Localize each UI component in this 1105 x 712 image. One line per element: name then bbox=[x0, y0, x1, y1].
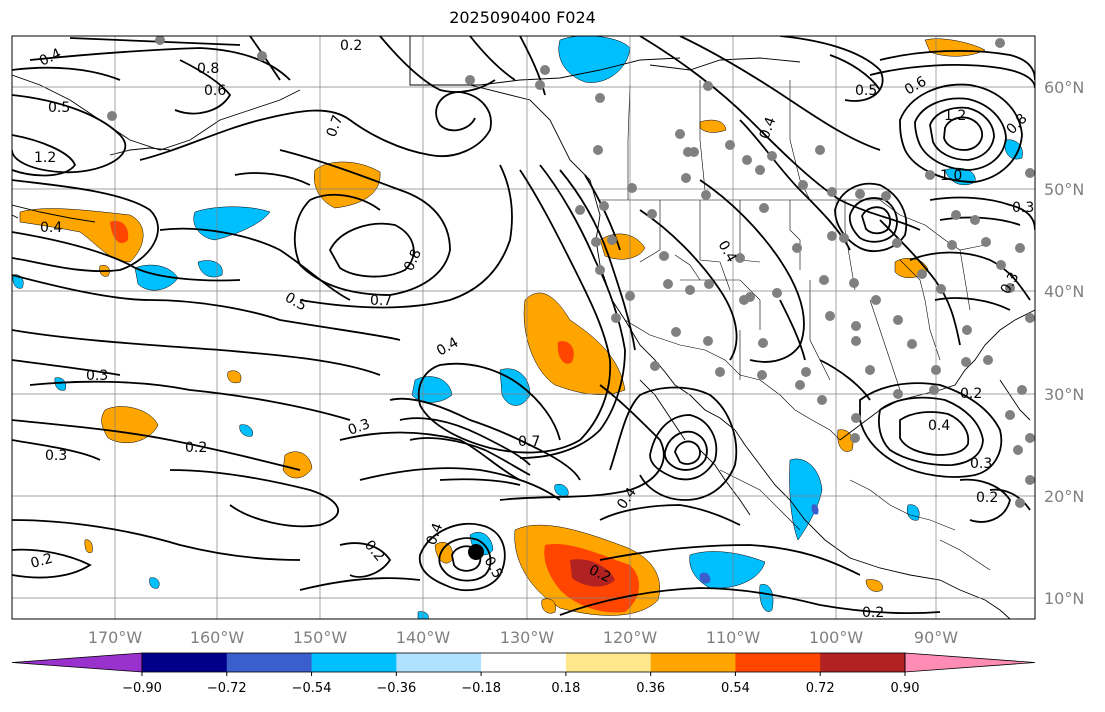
lat-label: 10°N bbox=[1044, 589, 1084, 608]
lon-label: 170°W bbox=[88, 628, 143, 647]
lon-label: 140°W bbox=[396, 628, 451, 647]
contour-label: 0.3 bbox=[346, 416, 372, 439]
strong-negative-anomaly-areas bbox=[699, 504, 819, 584]
colorbar-tick-label: −0.18 bbox=[461, 681, 501, 696]
colorbar bbox=[11, 652, 1036, 676]
colorbar-tick-label: 0.36 bbox=[636, 681, 665, 696]
contour-label: 0.2 bbox=[340, 38, 362, 54]
contour-label: 0.4 bbox=[928, 418, 950, 434]
storm-center-marker bbox=[468, 544, 484, 560]
colorbar-segment bbox=[735, 653, 821, 672]
chart-title: 2025090400 F024 bbox=[449, 8, 596, 27]
lat-label: 50°N bbox=[1044, 180, 1084, 199]
latitude-labels: 60°N 50°N 40°N 30°N 20°N 10°N bbox=[1044, 78, 1084, 608]
lat-label: 20°N bbox=[1044, 487, 1084, 506]
lon-label: 90°W bbox=[914, 628, 958, 647]
contour-label: 0.3 bbox=[45, 448, 67, 464]
very-strong-anomaly-areas bbox=[570, 559, 615, 587]
colorbar-tick-labels: −0.90 −0.72 −0.54 −0.36 −0.18 0.18 0.36 0.54 0.7… bbox=[122, 681, 919, 696]
lat-label: 30°N bbox=[1044, 385, 1084, 404]
contour-label: 1.0 bbox=[940, 168, 962, 184]
contour-label: 1.2 bbox=[944, 108, 966, 124]
contour-label: 0.2 bbox=[862, 605, 884, 621]
contour-label: 0.8 bbox=[197, 61, 219, 77]
contour-label: 1.2 bbox=[34, 150, 56, 166]
contour-label: 0.4 bbox=[757, 115, 780, 141]
lon-label: 150°W bbox=[293, 628, 348, 647]
lat-label: 40°N bbox=[1044, 282, 1084, 301]
map-background bbox=[12, 36, 1035, 619]
colorbar-tick-label: 0.72 bbox=[806, 681, 835, 696]
colorbar-tick-label: 0.18 bbox=[551, 681, 580, 696]
lon-label: 160°W bbox=[190, 628, 245, 647]
contour-label: 0.7 bbox=[324, 113, 347, 139]
colorbar-segment bbox=[142, 653, 228, 672]
lon-label: 130°W bbox=[500, 628, 555, 647]
longitude-labels: 170°W 160°W 150°W 140°W 130°W 120°W 110°… bbox=[88, 628, 958, 647]
colorbar-segment bbox=[311, 653, 397, 672]
colorbar-tick-label: 0.90 bbox=[891, 681, 920, 696]
colorbar-segment bbox=[481, 653, 567, 672]
colorbar-tick-label: −0.54 bbox=[292, 681, 332, 696]
contour-label: 0.6 bbox=[204, 83, 226, 99]
colorbar-tick-label: 0.54 bbox=[721, 681, 750, 696]
colorbar-outline bbox=[141, 652, 906, 673]
contour-label: 0.4 bbox=[40, 220, 62, 236]
contour-label: 0.3 bbox=[1012, 200, 1034, 216]
colorbar-extend-high bbox=[904, 652, 1036, 673]
contour-label: 0.2 bbox=[29, 551, 55, 572]
borders bbox=[600, 80, 991, 571]
contour-label: 0.2 bbox=[976, 490, 998, 506]
contour-label: 0.7 bbox=[518, 434, 540, 450]
contour-label: 0.3 bbox=[86, 368, 108, 384]
contour-label: 0.5 bbox=[855, 83, 877, 99]
map-frame bbox=[11, 35, 1036, 620]
colorbar-tick-label: −0.72 bbox=[207, 681, 247, 696]
colorbar-segment bbox=[650, 653, 736, 672]
colorbar-tick-label: −0.36 bbox=[376, 681, 416, 696]
contour-label: 0.7 bbox=[370, 293, 392, 309]
contour-label: 0.2 bbox=[960, 386, 982, 402]
lat-label: 60°N bbox=[1044, 78, 1084, 97]
contour-label: 0.4 bbox=[424, 521, 447, 547]
colorbar-segment bbox=[565, 653, 652, 672]
contour-label: 0.3 bbox=[970, 456, 992, 472]
coastlines bbox=[12, 36, 1035, 619]
contour-lines bbox=[12, 36, 1035, 616]
colorbar-extend-low bbox=[11, 652, 143, 673]
graticule bbox=[12, 36, 1035, 619]
contour-label: 0.2 bbox=[185, 440, 207, 456]
colorbar-segment bbox=[820, 653, 906, 672]
station-dots bbox=[107, 36, 1035, 508]
lon-label: 120°W bbox=[603, 628, 658, 647]
contour-label: 0.5 bbox=[48, 100, 70, 116]
colorbar-segment bbox=[226, 653, 313, 672]
colorbar-tick-label: −0.90 bbox=[122, 681, 162, 696]
colorbar-segment bbox=[396, 653, 482, 672]
lon-label: 100°W bbox=[809, 628, 864, 647]
lon-label: 110°W bbox=[706, 628, 761, 647]
